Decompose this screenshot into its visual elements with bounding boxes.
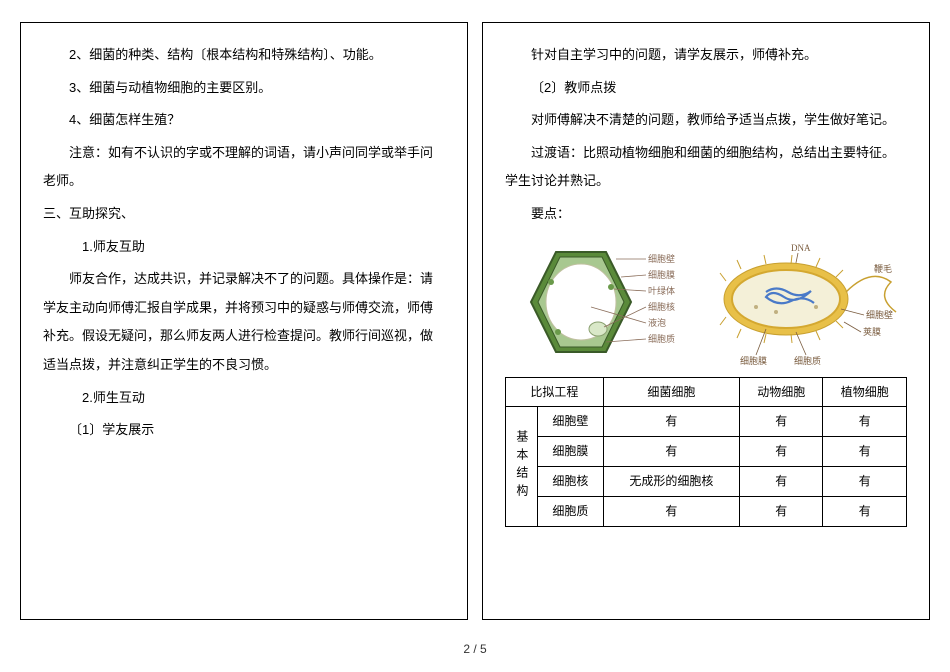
lbl-cyto: 细胞质 bbox=[648, 333, 675, 344]
vhead: 基本结构 bbox=[506, 407, 538, 526]
cell-diagrams: 细胞壁 细胞膜 叶绿体 细胞核 液泡 细胞质 DNA 鞭毛 细胞壁 荚膜 细胞质… bbox=[505, 237, 907, 367]
table-row: 细胞膜有有有 bbox=[506, 437, 907, 467]
comparison-table: 比拟工程 细菌细胞 动物细胞 植物细胞 基本结构 细胞壁有有有 细胞膜有有有 细… bbox=[505, 377, 907, 527]
table-row: 细胞质有有有 bbox=[506, 496, 907, 526]
item-4: 4、细菌怎样生殖？ bbox=[43, 106, 445, 135]
th-plant: 植物细胞 bbox=[823, 377, 907, 407]
r3: 对师傅解决不清楚的问题，教师给予适当点拨，学生做好笔记。 bbox=[505, 106, 907, 135]
lbl-capsule: 荚膜 bbox=[863, 326, 881, 337]
th-animal: 动物细胞 bbox=[740, 377, 823, 407]
item-2: 2、细菌的种类、结构〔根本结构和特殊结构〕、功能。 bbox=[43, 41, 445, 70]
lbl-membrane: 细胞膜 bbox=[648, 269, 675, 280]
sub-2a: 〔1〕学友展示 bbox=[43, 416, 445, 445]
note-text: 注意：如有不认识的字或不理解的词语，请小声问同学或举手问老师。 bbox=[43, 139, 445, 196]
table-row: 基本结构 细胞壁有有有 bbox=[506, 407, 907, 437]
right-page: 针对自主学习中的问题，请学友展示，师傅补充。 〔2〕教师点拨 对师傅解决不清楚的… bbox=[482, 22, 930, 620]
sub-1: 1.师友互助 bbox=[43, 233, 445, 262]
plant-cell-diagram: 细胞壁 细胞膜 叶绿体 细胞核 液泡 细胞质 bbox=[506, 237, 686, 367]
lbl-bwall: 细胞壁 bbox=[866, 309, 893, 320]
th-bacteria: 细菌细胞 bbox=[603, 377, 739, 407]
r5: 要点： bbox=[505, 200, 907, 229]
sub-1-text: 师友合作，达成共识，并记录解决不了的问题。具体操作是：请学友主动向师傅汇报自学成… bbox=[43, 265, 445, 379]
page-number: 2 / 5 bbox=[0, 642, 950, 656]
item-3: 3、细菌与动植物细胞的主要区别。 bbox=[43, 74, 445, 103]
lbl-flagellum: 鞭毛 bbox=[874, 263, 892, 274]
section-3-heading: 三、互助探究、 bbox=[43, 200, 445, 229]
bacteria-diagram: DNA 鞭毛 细胞壁 荚膜 细胞质 细胞膜 bbox=[696, 237, 906, 367]
th-project: 比拟工程 bbox=[506, 377, 604, 407]
dna-label: DNA bbox=[791, 243, 811, 253]
lbl-bmem: 细胞膜 bbox=[740, 355, 767, 366]
r2: 〔2〕教师点拨 bbox=[505, 74, 907, 103]
r4: 过渡语：比照动植物细胞和细菌的细胞结构，总结出主要特征。学生讨论并熟记。 bbox=[505, 139, 907, 196]
lbl-chloro: 叶绿体 bbox=[648, 285, 675, 296]
lbl-bcyto: 细胞质 bbox=[794, 355, 821, 366]
lbl-nucleus: 细胞核 bbox=[648, 301, 675, 312]
r1: 针对自主学习中的问题，请学友展示，师傅补充。 bbox=[505, 41, 907, 70]
left-page: 2、细菌的种类、结构〔根本结构和特殊结构〕、功能。 3、细菌与动植物细胞的主要区… bbox=[20, 22, 468, 620]
sub-2: 2.师生互动 bbox=[43, 384, 445, 413]
lbl-wall: 细胞壁 bbox=[648, 253, 675, 264]
table-header-row: 比拟工程 细菌细胞 动物细胞 植物细胞 bbox=[506, 377, 907, 407]
table-row: 细胞核无成形的细胞核有有 bbox=[506, 466, 907, 496]
lbl-vacuole: 液泡 bbox=[648, 317, 666, 328]
